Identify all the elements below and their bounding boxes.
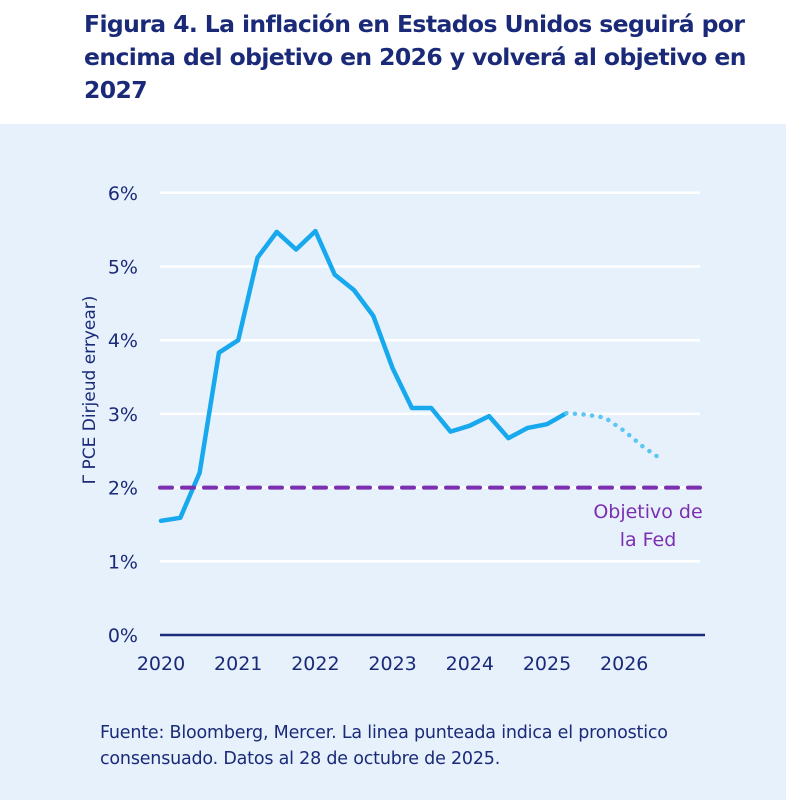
fed-target-annotation-line2: la Fed (620, 529, 677, 551)
x-tick-label: 2021 (214, 653, 262, 675)
fed-target-annotation-line1: Objetivo de (593, 501, 702, 523)
series-group (158, 228, 702, 524)
x-tick-label: 2022 (291, 653, 339, 675)
series-actual-line (158, 228, 569, 524)
x-tick-label: 2023 (368, 653, 416, 675)
y-tick-label: 4% (108, 330, 138, 352)
y-tick-label: 5% (108, 257, 138, 279)
y-tick-label: 3% (108, 404, 138, 426)
source-note: Fuente: Bloomberg, Mercer. La linea punt… (100, 723, 668, 769)
x-tick-label: 2020 (137, 653, 185, 675)
y-tick-label: 1% (108, 551, 138, 573)
x-tick-label: 2025 (523, 653, 571, 675)
chart-title: Figura 4. La inflación en Estados Unidos… (84, 10, 746, 104)
y-tick-labels: 0% 1% 2% 3% 4% 5% 6% (108, 183, 138, 647)
chart-panel (0, 124, 786, 800)
y-tick-label: 2% (108, 478, 138, 500)
x-tick-label: 2026 (600, 653, 648, 675)
y-tick-label: 6% (108, 183, 138, 205)
x-tick-labels: 2020 2021 2022 2023 2024 2025 2026 (137, 653, 649, 675)
series-forecast-line (564, 410, 666, 463)
y-axis-label: Γ PCE Dirjeud erryear) (80, 296, 100, 485)
x-tick-label: 2024 (446, 653, 494, 675)
y-tick-label: 0% (108, 625, 138, 647)
